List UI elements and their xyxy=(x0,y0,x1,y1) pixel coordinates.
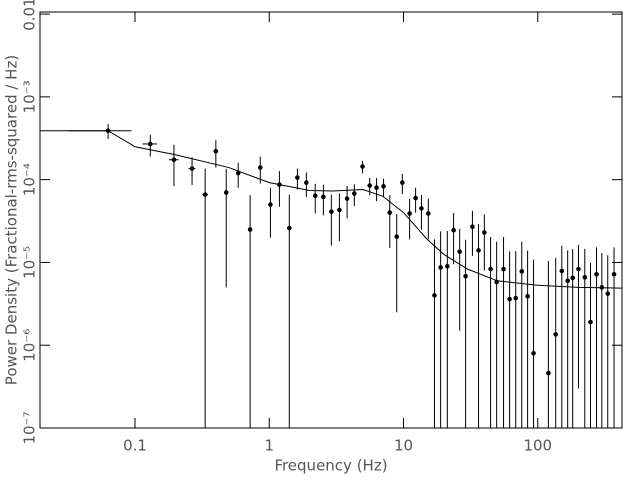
plot-area xyxy=(40,124,622,428)
data-point xyxy=(360,164,365,169)
data-point xyxy=(295,175,300,180)
data-point xyxy=(482,230,487,235)
data-point xyxy=(374,185,379,190)
data-point xyxy=(546,370,551,376)
model-line xyxy=(40,130,622,289)
x-axis-label: Frequency (Hz) xyxy=(274,457,387,475)
data-point xyxy=(445,263,450,269)
data-point xyxy=(352,191,357,196)
data-point xyxy=(488,266,493,272)
data-point xyxy=(394,234,400,239)
data-point xyxy=(457,249,462,254)
data-point xyxy=(413,195,418,201)
x-tick-label: 100 xyxy=(523,437,552,455)
data-point xyxy=(381,184,386,189)
data-point xyxy=(337,207,342,213)
x-tick-label: 10 xyxy=(394,437,413,455)
data-point xyxy=(312,193,318,199)
data-point xyxy=(507,296,512,302)
data-point xyxy=(438,265,443,270)
data-point xyxy=(329,209,334,215)
data-point xyxy=(605,291,611,296)
data-point xyxy=(202,192,208,197)
plot-frame xyxy=(39,11,623,429)
data-point xyxy=(470,224,475,230)
data-point xyxy=(594,271,599,277)
data-point xyxy=(519,269,525,274)
data-point xyxy=(387,210,393,215)
data-point xyxy=(257,165,263,170)
data-point xyxy=(570,275,575,281)
y-axis-label: Power Density (Fractional-rms-squared / … xyxy=(3,55,21,385)
data-point xyxy=(171,157,177,163)
data-point xyxy=(525,293,530,299)
y-tick-label: 10⁻⁴ xyxy=(21,163,39,196)
data-point xyxy=(476,248,481,253)
y-tick-label: 10⁻⁵ xyxy=(21,246,39,279)
data-point xyxy=(463,274,468,279)
data-point xyxy=(344,196,350,201)
data-point xyxy=(419,206,424,211)
data-point xyxy=(304,180,309,185)
data-point xyxy=(553,332,559,337)
data-point xyxy=(148,141,153,147)
data-point xyxy=(426,211,431,216)
y-tick-label: 10⁻⁷ xyxy=(21,411,39,444)
data-point xyxy=(287,225,292,231)
data-point xyxy=(213,149,219,154)
x-tick-label: 1 xyxy=(264,437,274,455)
data-point xyxy=(400,180,405,185)
data-point xyxy=(223,190,229,195)
data-point xyxy=(576,266,581,272)
data-point xyxy=(321,194,326,200)
data-point xyxy=(611,271,617,277)
data-point xyxy=(407,211,412,216)
data-point xyxy=(559,268,565,274)
x-tick-label: 0.1 xyxy=(123,437,147,455)
data-point xyxy=(451,227,456,233)
data-point xyxy=(588,319,593,325)
data-point xyxy=(531,350,536,356)
data-point xyxy=(582,275,588,280)
y-tick-label: 0.01 xyxy=(21,0,39,31)
y-tick-label: 10⁻⁶ xyxy=(21,329,39,362)
data-point xyxy=(189,166,195,171)
data-point xyxy=(268,202,273,207)
y-tick-label: 10⁻³ xyxy=(21,80,39,113)
data-point xyxy=(501,266,506,272)
data-point xyxy=(367,183,373,188)
data-point xyxy=(247,227,253,232)
data-point xyxy=(432,293,437,298)
data-point xyxy=(513,295,519,301)
data-point xyxy=(565,278,570,284)
